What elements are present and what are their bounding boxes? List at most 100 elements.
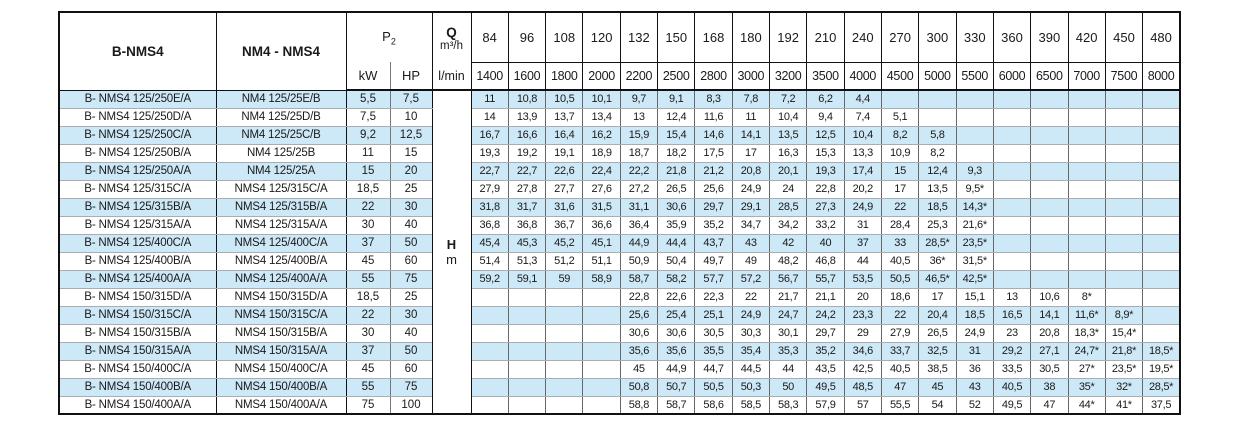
head-value-cell bbox=[1030, 161, 1069, 181]
power-kw-value: 55 bbox=[345, 377, 391, 397]
head-value-cell: 7,4 bbox=[843, 107, 882, 127]
head-value-cell: 34,2 bbox=[768, 215, 808, 235]
head-value-cell: 47 bbox=[880, 377, 920, 397]
model-b-nms4: B- NMS4 150/400C/A bbox=[58, 359, 217, 379]
head-value-cell: 13,5 bbox=[768, 125, 808, 145]
head-value-cell bbox=[507, 323, 547, 343]
head-value-cell bbox=[1067, 215, 1106, 235]
power-hp-value: 15 bbox=[389, 143, 433, 163]
head-value-cell: 14,6 bbox=[694, 125, 733, 145]
head-value-cell: 8* bbox=[1067, 287, 1106, 307]
head-value-cell bbox=[918, 89, 957, 109]
head-value-cell: 12,5 bbox=[806, 125, 845, 145]
head-value-cell: 49,7 bbox=[694, 251, 733, 271]
head-value-cell: 36* bbox=[918, 251, 957, 271]
power-kw-value: 5,5 bbox=[345, 89, 391, 109]
model-b-nms4: B- NMS4 150/315B/A bbox=[58, 323, 217, 343]
model-nm4-nms4: NMS4 150/315D/A bbox=[215, 287, 347, 307]
head-value-cell bbox=[470, 359, 509, 379]
head-value-cell: 21,7 bbox=[768, 287, 808, 307]
flow-lmin-header: 7000 bbox=[1067, 61, 1106, 91]
head-value-cell bbox=[545, 395, 584, 415]
head-value-cell: 24,9 bbox=[955, 323, 994, 343]
head-value-cell bbox=[1030, 233, 1069, 253]
head-value-cell: 45,1 bbox=[582, 233, 621, 253]
table-row: B- NMS4 125/400A/A NMS4 125/400A/A 55 75… bbox=[58, 269, 1181, 289]
head-value-cell bbox=[545, 305, 584, 325]
flow-m3h-header: 450 bbox=[1104, 11, 1144, 63]
head-value-cell bbox=[507, 359, 547, 379]
model-nm4-nms4: NM4 125/25B bbox=[215, 143, 347, 163]
head-value-cell: 15,1 bbox=[955, 287, 994, 307]
head-value-cell: 27,7 bbox=[545, 179, 584, 199]
head-value-cell bbox=[1104, 107, 1144, 127]
head-value-cell bbox=[1142, 305, 1181, 325]
head-value-cell: 25,4 bbox=[657, 305, 696, 325]
head-value-cell: 5,8 bbox=[918, 125, 957, 145]
power-kw-value: 75 bbox=[345, 395, 391, 415]
table-row: B- NMS4 150/315B/A NMS4 150/315B/A 30 40… bbox=[58, 323, 1181, 343]
head-value-cell bbox=[1142, 287, 1181, 307]
head-value-cell: 27,6 bbox=[582, 179, 621, 199]
head-value-cell: 20,8 bbox=[1030, 323, 1069, 343]
head-value-cell bbox=[545, 341, 584, 361]
head-value-cell: 12,4 bbox=[918, 161, 957, 181]
head-value-cell bbox=[582, 395, 621, 415]
flow-lmin-header: 7500 bbox=[1104, 61, 1144, 91]
head-label: H bbox=[446, 237, 457, 252]
flow-m3h-header: 390 bbox=[1030, 11, 1069, 63]
model-b-nms4: B- NMS4 125/315A/A bbox=[58, 215, 217, 235]
head-value-cell bbox=[992, 251, 1032, 271]
head-value-cell: 59,2 bbox=[470, 269, 509, 289]
head-value-cell bbox=[1067, 161, 1106, 181]
head-value-cell: 24,9 bbox=[731, 305, 771, 325]
head-value-cell: 27,8 bbox=[507, 179, 547, 199]
head-value-cell: 43 bbox=[955, 377, 994, 397]
head-value-cell bbox=[1030, 215, 1069, 235]
head-value-cell: 15,3 bbox=[806, 143, 845, 163]
head-value-cell bbox=[545, 359, 584, 379]
model-nm4-nms4: NMS4 125/315C/A bbox=[215, 179, 347, 199]
head-value-cell: 16,3 bbox=[768, 143, 808, 163]
head-value-cell bbox=[1104, 287, 1144, 307]
head-value-cell bbox=[582, 287, 621, 307]
head-value-cell: 15,4* bbox=[1104, 323, 1144, 343]
col-header-lmin: l/min bbox=[431, 62, 472, 91]
head-value-cell: 27,3 bbox=[806, 197, 845, 217]
head-value-cell: 40 bbox=[806, 233, 845, 253]
head-value-cell bbox=[1067, 197, 1106, 217]
head-value-cell: 10,8 bbox=[507, 89, 547, 109]
head-value-cell: 31,6 bbox=[545, 197, 584, 217]
table-row: B- NMS4 125/400B/A NMS4 125/400B/A 45 60… bbox=[58, 251, 1181, 271]
head-value-cell bbox=[470, 287, 509, 307]
head-value-cell: 17 bbox=[731, 143, 771, 163]
head-value-cell: 22,7 bbox=[507, 161, 547, 181]
power-hp-value: 60 bbox=[389, 359, 433, 379]
flow-lmin-header: 4500 bbox=[880, 61, 920, 91]
head-value-cell: 13 bbox=[619, 107, 659, 127]
head-value-cell: 22,3 bbox=[694, 287, 733, 307]
table-row: B- NMS4 125/315B/A NMS4 125/315B/A 22 30… bbox=[58, 197, 1181, 217]
head-value-cell: 15,4 bbox=[657, 125, 696, 145]
model-b-nms4: B- NMS4 150/315C/A bbox=[58, 305, 217, 325]
flow-m3h-header: 240 bbox=[843, 11, 882, 63]
table-row: B- NMS4 125/315C/A NMS4 125/315C/A 18,5 … bbox=[58, 179, 1181, 199]
power-kw-value: 22 bbox=[345, 197, 391, 217]
head-value-cell: 14 bbox=[470, 107, 509, 127]
head-value-cell bbox=[992, 179, 1032, 199]
head-value-cell bbox=[1067, 269, 1106, 289]
head-value-cell: 33 bbox=[880, 233, 920, 253]
head-value-cell: 33,7 bbox=[880, 341, 920, 361]
head-value-cell: 37,5 bbox=[1142, 395, 1181, 415]
head-value-cell bbox=[1030, 251, 1069, 271]
head-value-cell: 21,2 bbox=[694, 161, 733, 181]
head-value-cell bbox=[470, 305, 509, 325]
power-kw-value: 37 bbox=[345, 341, 391, 361]
power-hp-value: 30 bbox=[389, 197, 433, 217]
head-value-cell: 58,6 bbox=[694, 395, 733, 415]
head-value-cell: 30,5 bbox=[1030, 359, 1069, 379]
head-value-cell: 58,7 bbox=[657, 395, 696, 415]
head-value-cell bbox=[992, 161, 1032, 181]
model-b-nms4: B- NMS4 125/315C/A bbox=[58, 179, 217, 199]
head-value-cell: 22,7 bbox=[470, 161, 509, 181]
